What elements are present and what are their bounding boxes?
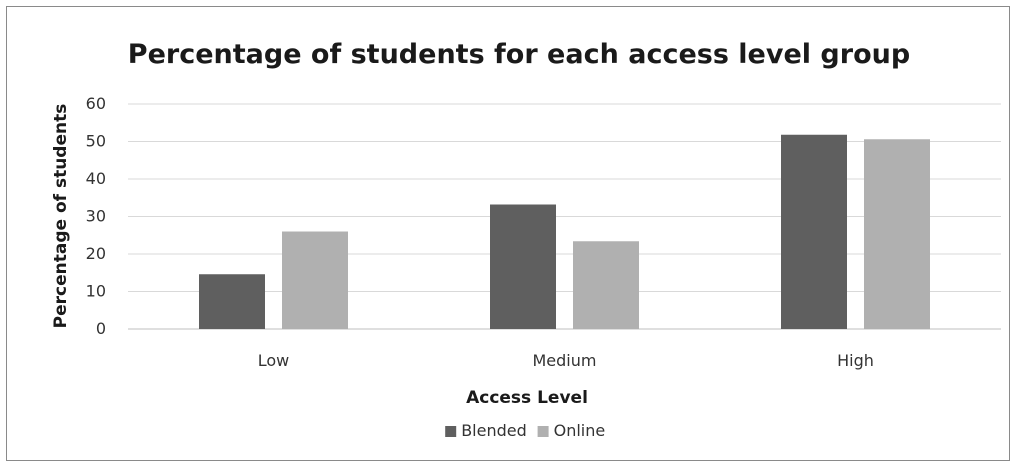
y-tick-label: 0 — [96, 319, 106, 338]
chart-title: Percentage of students for each access l… — [128, 39, 910, 70]
bar-online-low — [282, 231, 348, 329]
y-tick-label: 10 — [86, 282, 106, 301]
bar-blended-high — [781, 134, 847, 329]
x-axis-ticks: Low Medium High — [258, 351, 874, 370]
y-tick-label: 20 — [86, 244, 106, 263]
y-axis-title: Percentage of students — [51, 104, 71, 329]
y-tick-label: 40 — [86, 169, 106, 188]
legend-label-online: Online — [554, 421, 606, 440]
bar-blended-low — [199, 274, 265, 329]
legend-swatch-online — [537, 426, 549, 437]
y-tick-label: 30 — [86, 207, 106, 226]
y-tick-label: 60 — [86, 94, 106, 113]
bar-online-medium — [573, 241, 639, 329]
x-tick-label: Medium — [533, 351, 597, 370]
y-tick-label: 50 — [86, 132, 106, 151]
bar-blended-medium — [490, 204, 556, 329]
gridlines — [128, 103, 1001, 330]
legend: Blended Online — [445, 421, 605, 440]
y-axis-ticks: 0 10 20 30 40 50 60 — [86, 94, 106, 338]
legend-label-blended: Blended — [461, 421, 527, 440]
bars — [199, 134, 930, 329]
x-tick-label: High — [837, 351, 874, 370]
x-tick-label: Low — [258, 351, 290, 370]
x-axis-title: Access Level — [466, 388, 588, 408]
bar-online-high — [864, 139, 930, 329]
legend-swatch-blended — [445, 426, 457, 437]
